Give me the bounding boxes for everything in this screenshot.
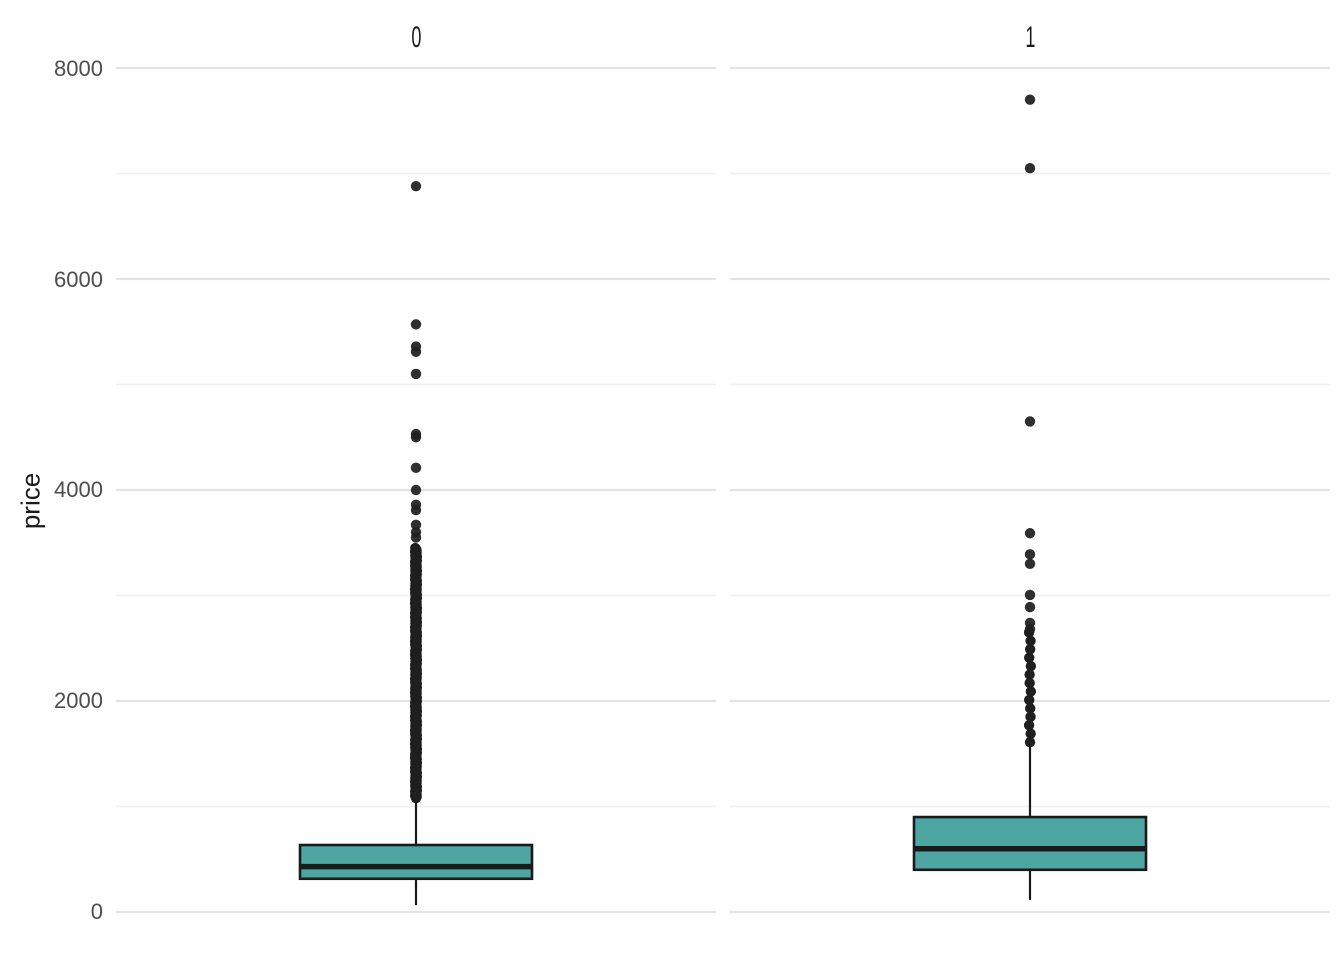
outlier-point	[410, 532, 422, 543]
facet-strip-1: 1	[730, 21, 1330, 54]
outlier-point	[410, 484, 422, 496]
outlier-point	[410, 346, 422, 357]
outlier-point	[1024, 528, 1036, 539]
outlier-point	[1024, 644, 1036, 655]
outlier-point	[1024, 549, 1036, 560]
outlier-point	[1024, 652, 1035, 663]
outlier-point	[1024, 669, 1035, 680]
y-tick-label-0: 0	[90, 899, 103, 924]
outlier-point	[410, 542, 421, 554]
y-tick-label-2000: 2000	[54, 688, 103, 713]
outlier-point	[1024, 677, 1035, 689]
box-iqr	[298, 843, 534, 881]
facet-strip-0-text: 0	[410, 21, 422, 54]
outlier-point	[1025, 660, 1037, 672]
facet-strip-0: 0	[116, 21, 716, 54]
outlier-point	[1024, 736, 1036, 748]
outlier-point	[1024, 694, 1035, 706]
outlier-point	[1025, 635, 1036, 647]
outlier-point	[410, 432, 422, 443]
y-tick-label-4000: 4000	[54, 477, 103, 502]
outlier-point	[410, 462, 422, 474]
outlier-point	[1024, 163, 1036, 174]
box-iqr	[912, 815, 1148, 872]
outlier-point	[410, 368, 422, 380]
y-tick-label-6000: 6000	[54, 267, 103, 292]
outlier-point	[1024, 601, 1036, 613]
outlier-point	[410, 504, 422, 516]
outlier-point	[1025, 703, 1036, 714]
outlier-point	[410, 519, 422, 531]
outlier-point	[1024, 558, 1036, 570]
outlier-point	[410, 319, 422, 330]
facet-strip-1-text: 1	[1024, 21, 1036, 54]
outlier-point	[1023, 720, 1035, 731]
outlier-point	[1024, 624, 1036, 635]
outlier-point	[1024, 589, 1036, 601]
outlier-point	[410, 180, 422, 192]
outlier-point	[1024, 94, 1036, 105]
y-tick-label-8000: 8000	[54, 56, 103, 81]
outlier-point	[1025, 728, 1036, 739]
outlier-point	[1024, 416, 1036, 427]
outlier-point	[1025, 711, 1036, 723]
outlier-point	[1025, 686, 1037, 697]
